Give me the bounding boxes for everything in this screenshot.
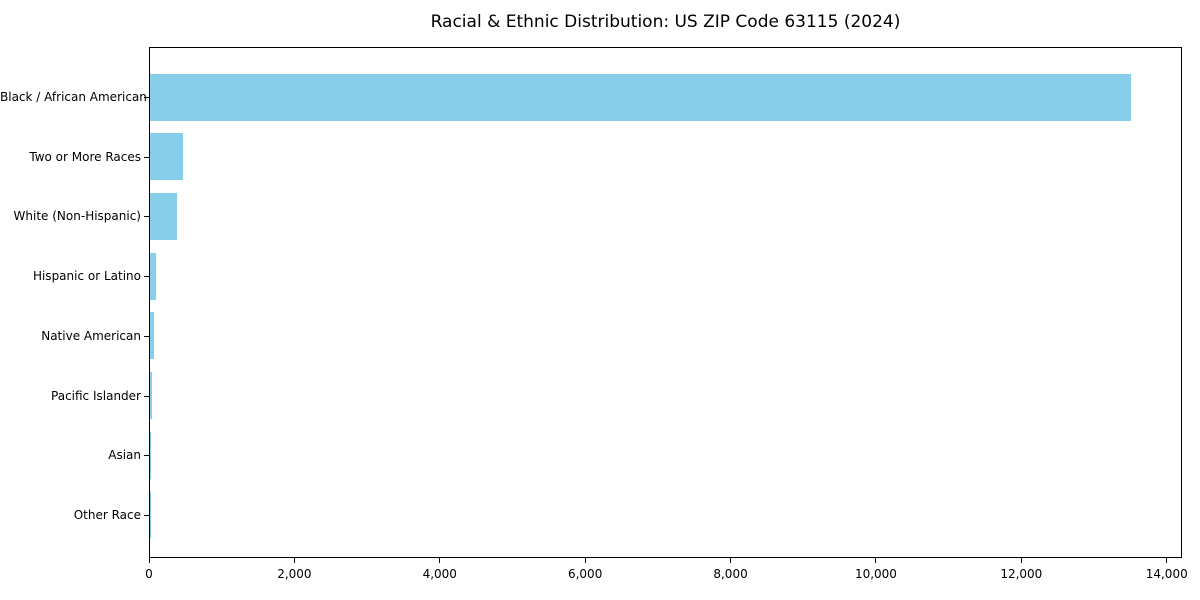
x-axis-tick <box>730 558 732 563</box>
plot-area <box>149 47 1182 558</box>
bar-white-non-hispanic <box>150 192 177 240</box>
x-axis-tick <box>293 558 295 563</box>
x-tick-label-6-000: 6,000 <box>567 567 603 581</box>
bar-asian <box>150 431 151 479</box>
x-axis-tick <box>1166 558 1168 563</box>
x-axis-tick <box>584 558 586 563</box>
x-tick-label-10-000: 10,000 <box>854 567 897 581</box>
y-tick-label-native-american: Native American <box>41 328 141 343</box>
x-axis-tick <box>148 558 150 563</box>
y-tick-label-hispanic-or-latino: Hispanic or Latino <box>32 269 141 284</box>
y-tick-label-asian: Asian <box>108 448 141 463</box>
bar-two-or-more-races <box>150 133 183 181</box>
y-tick-label-white-non-hispanic: White (Non-Hispanic) <box>13 209 141 224</box>
bar-native-american <box>150 312 154 360</box>
bar-black-african-american <box>150 73 1132 121</box>
y-axis-tick <box>144 156 149 158</box>
bar-pacific-islander <box>150 372 153 420</box>
bar-hispanic-or-latino <box>150 252 156 300</box>
y-axis-tick <box>144 335 149 337</box>
y-axis-tick <box>144 97 149 98</box>
x-tick-label-8-000: 8,000 <box>713 567 748 581</box>
y-axis-tick <box>144 276 149 278</box>
y-axis-tick <box>144 514 149 516</box>
x-axis-tick <box>1020 558 1022 563</box>
y-tick-label-other-race: Other Race <box>73 507 141 522</box>
x-axis-tick <box>875 558 877 563</box>
y-tick-label-two-or-more-races: Two or More Races <box>29 149 141 164</box>
y-axis-tick <box>144 216 149 218</box>
x-axis-tick <box>439 558 441 563</box>
y-tick-label-black-african-american: Black / African American <box>0 90 147 104</box>
x-tick-label-14-000: 14,000 <box>1145 567 1188 581</box>
y-tick-label-pacific-islander: Pacific Islander <box>51 388 141 403</box>
x-tick-label-2-000: 2,000 <box>277 567 312 581</box>
x-tick-label-4-000: 4,000 <box>422 567 457 581</box>
x-tick-label-12-000: 12,000 <box>1000 567 1043 581</box>
y-axis-tick <box>144 395 149 397</box>
y-axis-tick <box>144 455 149 457</box>
x-tick-label-0: 0 <box>145 567 153 581</box>
chart-title: Racial & Ethnic Distribution: US ZIP Cod… <box>430 12 901 32</box>
